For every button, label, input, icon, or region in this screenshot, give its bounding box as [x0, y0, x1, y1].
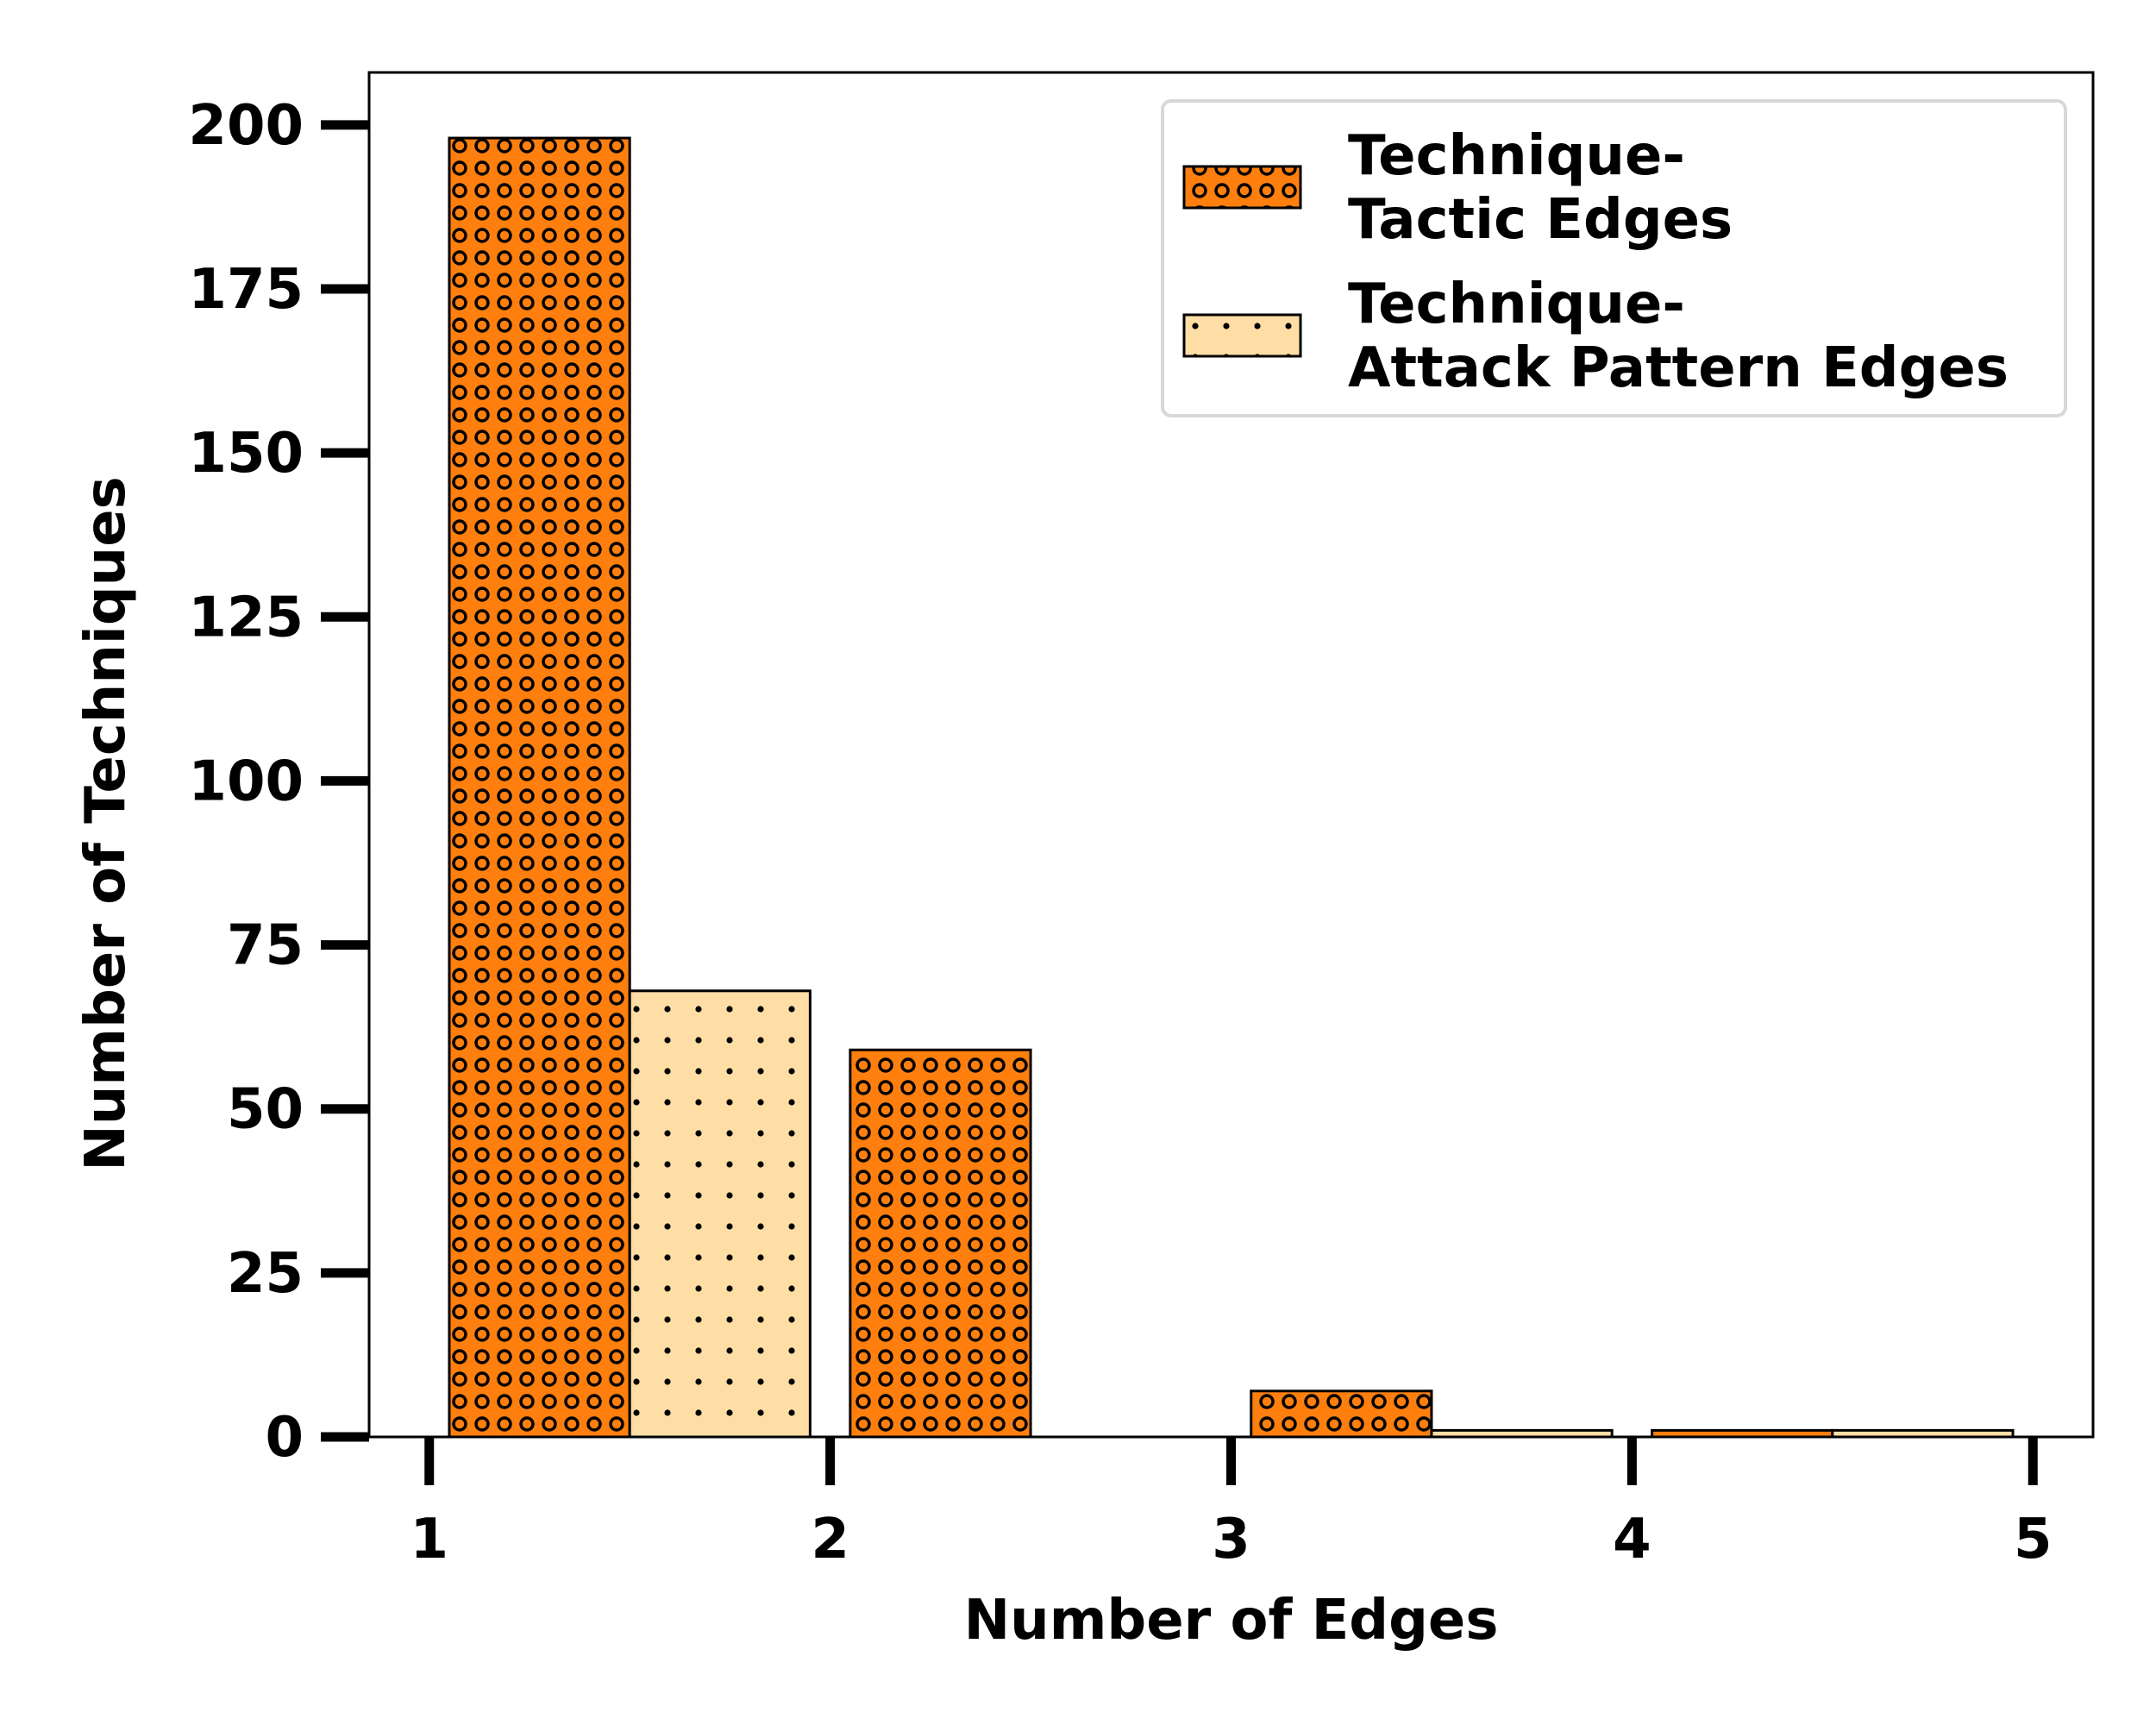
legend-label: Technique- [1348, 273, 1685, 336]
legend-label: Technique- [1348, 124, 1685, 188]
x-tick-label: 4 [1613, 1508, 1651, 1571]
x-tick-label: 5 [2014, 1508, 2053, 1571]
bars [448, 136, 2015, 1439]
y-tick-label: 75 [227, 914, 304, 978]
bar-hatch [628, 989, 812, 1439]
bar-hatch [1250, 1389, 1433, 1439]
y-tick-label: 125 [188, 586, 304, 649]
legend-label: Attack Pattern Edges [1348, 336, 2009, 400]
y-tick-label: 50 [227, 1078, 304, 1142]
legend-entry-2: Technique-Attack Pattern Edges [1182, 273, 2009, 400]
y-tick-label: 200 [188, 94, 304, 158]
y-tick-label: 0 [265, 1406, 304, 1470]
bar-hatch [448, 136, 631, 1439]
y-tick-label: 175 [188, 258, 304, 322]
series-2 [628, 989, 2015, 1439]
y-tick-label: 25 [227, 1242, 304, 1306]
y-axis-label: Number of Techniques [74, 476, 138, 1170]
x-tick-label: 3 [1212, 1508, 1250, 1571]
legend-swatch-hatch [1182, 313, 1302, 358]
series-1 [448, 136, 1834, 1439]
bar-hatch [849, 1048, 1032, 1439]
y-tick-label: 100 [188, 750, 304, 813]
y-tick-label: 150 [188, 422, 304, 486]
x-tick-label: 2 [811, 1508, 849, 1571]
x-tick-label: 1 [410, 1508, 448, 1571]
legend-entry-1: Technique-Tactic Edges [1182, 124, 1733, 252]
legend-label: Tactic Edges [1348, 188, 1733, 252]
legend-box [1161, 99, 2067, 417]
legend-swatch-hatch [1182, 165, 1302, 210]
x-axis-label: Number of Edges [964, 1589, 1499, 1653]
